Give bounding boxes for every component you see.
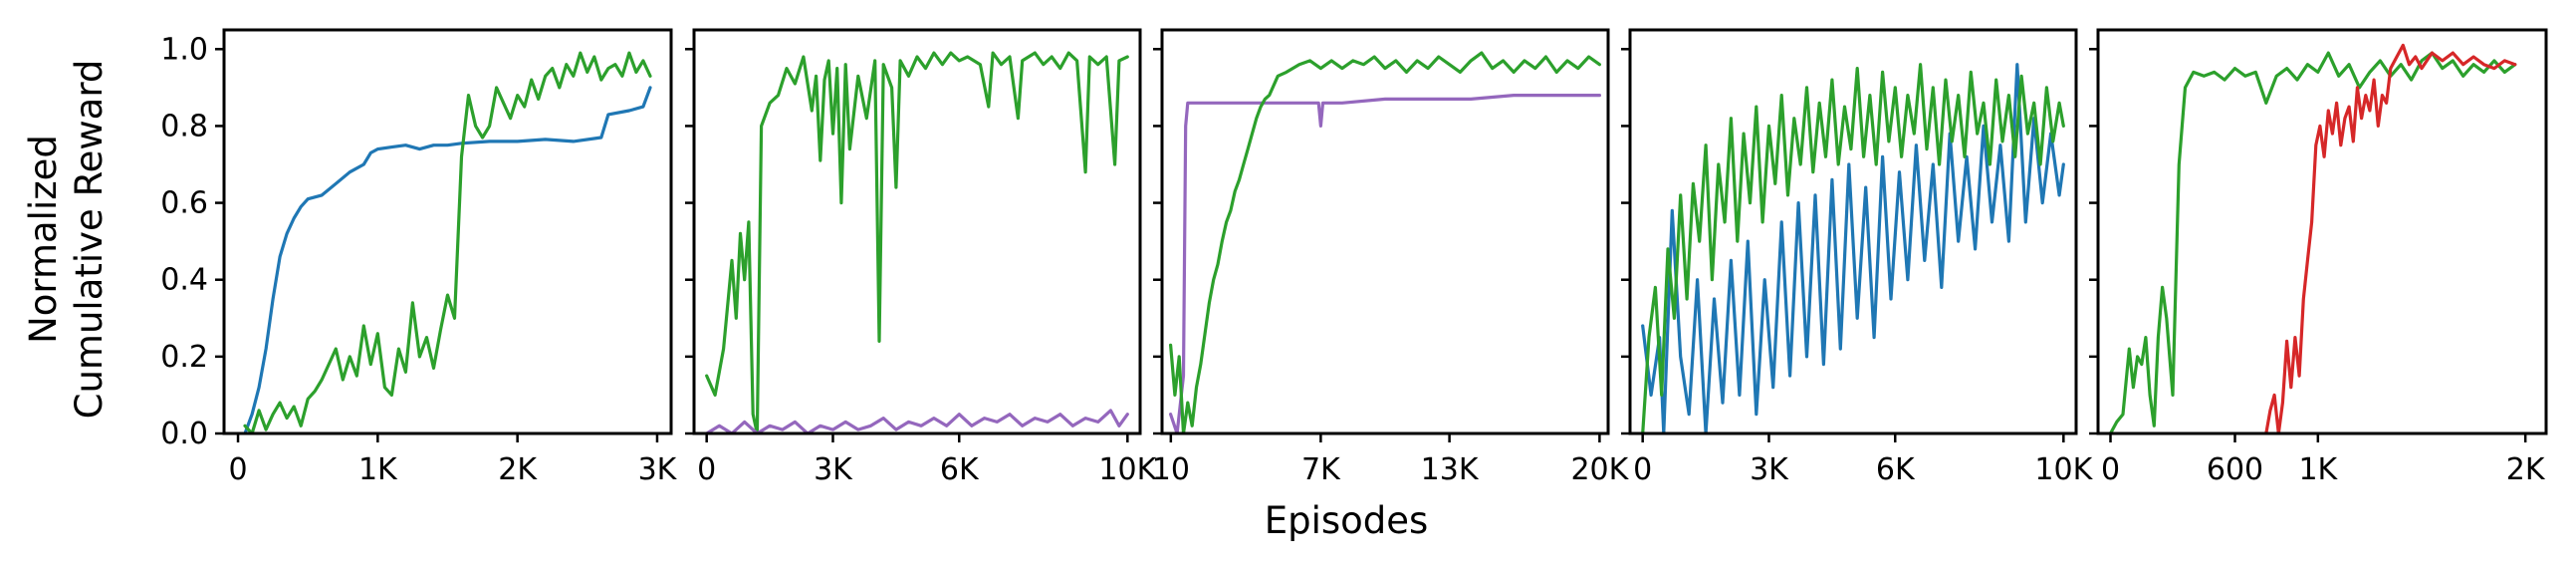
- panel-4-x-tick-label: 10K: [2034, 452, 2093, 487]
- panel-3-x-tick-label: 20K: [1570, 452, 1629, 487]
- panel-5-x-tick-label: 600: [2207, 452, 2263, 487]
- panel-1-x-tick-label: 2K: [498, 452, 538, 487]
- panel-2-x-tick-label: 3K: [814, 452, 853, 487]
- panel-3-x-tick-label: 10: [1152, 452, 1190, 487]
- y-tick-label: 0.8: [160, 109, 208, 143]
- y-tick-label: 0.4: [160, 263, 208, 298]
- panel-3-x-tick-label: 13K: [1421, 452, 1480, 487]
- panel-5-frame: [2096, 28, 2548, 435]
- panel-3-frame: [1160, 28, 1610, 435]
- panel-2-series: [705, 51, 1129, 433]
- panel-1-x-tick-label: 3K: [638, 452, 678, 487]
- panel-5-series-2-line: [2264, 43, 2517, 433]
- panel-1-series-2-line: [243, 51, 652, 433]
- panel-1-x-tick-label: 1K: [358, 452, 398, 487]
- panel-2: 0 3K 6K 10K: [685, 28, 1158, 487]
- panel-3-series-2-line: [1169, 51, 1601, 433]
- panel-1-series-1-line: [243, 86, 652, 433]
- panel-5-series: [2108, 43, 2517, 433]
- panel-2-series-1-line: [705, 51, 1129, 433]
- panel-4-x-tick-label: 0: [1633, 452, 1652, 487]
- panel-2-frame: [692, 28, 1142, 435]
- panel-2-x-tick-label: 0: [697, 452, 716, 487]
- y-axis-label-line-1: Normalized: [22, 135, 65, 344]
- panel-3: 10 7K 13K 20K: [1152, 28, 1630, 487]
- panel-4-series: [1641, 63, 2065, 433]
- panel-3-x-tick-label: 7K: [1301, 452, 1341, 487]
- panel-2-series-2-line: [705, 409, 1129, 433]
- panel-1-series: [243, 51, 652, 433]
- panel-5-series-1-line: [2108, 51, 2517, 433]
- panel-5-x-tick-label: 1K: [2298, 452, 2338, 487]
- panel-3-series: [1169, 51, 1601, 433]
- panel-4-frame: [1628, 28, 2078, 435]
- panel-1: 0.0 0.2 0.4 0.6 0.8 1.0 0 1K 2K 3K: [160, 28, 678, 487]
- panel-1-frame: [222, 28, 673, 435]
- panel-1-x-tick-label: 0: [228, 452, 247, 487]
- panel-5-x-tick-label: 0: [2101, 452, 2120, 487]
- panel-4-x-tick-label: 3K: [1750, 452, 1789, 487]
- y-tick-label: 0.2: [160, 340, 208, 375]
- panel-4-series-2-line: [1641, 63, 2065, 433]
- y-tick-label: 0.0: [160, 417, 208, 451]
- panel-4: 0 3K 6K 10K: [1621, 28, 2094, 487]
- panel-5-x-tick-label: 2K: [2506, 452, 2546, 487]
- y-tick-label: 1.0: [160, 32, 208, 67]
- y-axis-label: Normalized Cumulative Reward: [22, 60, 111, 420]
- y-tick-label: 0.6: [160, 186, 208, 221]
- panel-2-x-tick-label: 6K: [940, 452, 980, 487]
- panel-5: 0 600 1K 2K: [2089, 28, 2548, 487]
- panel-3-series-1-line: [1169, 94, 1601, 433]
- panel-4-x-tick-label: 6K: [1876, 452, 1916, 487]
- y-axis-label-line-2: Cumulative Reward: [68, 60, 111, 420]
- x-axis-label: Episodes: [1265, 499, 1429, 542]
- panel-2-x-tick-label: 10K: [1098, 452, 1157, 487]
- panel-4-series-1-line: [1641, 63, 2065, 433]
